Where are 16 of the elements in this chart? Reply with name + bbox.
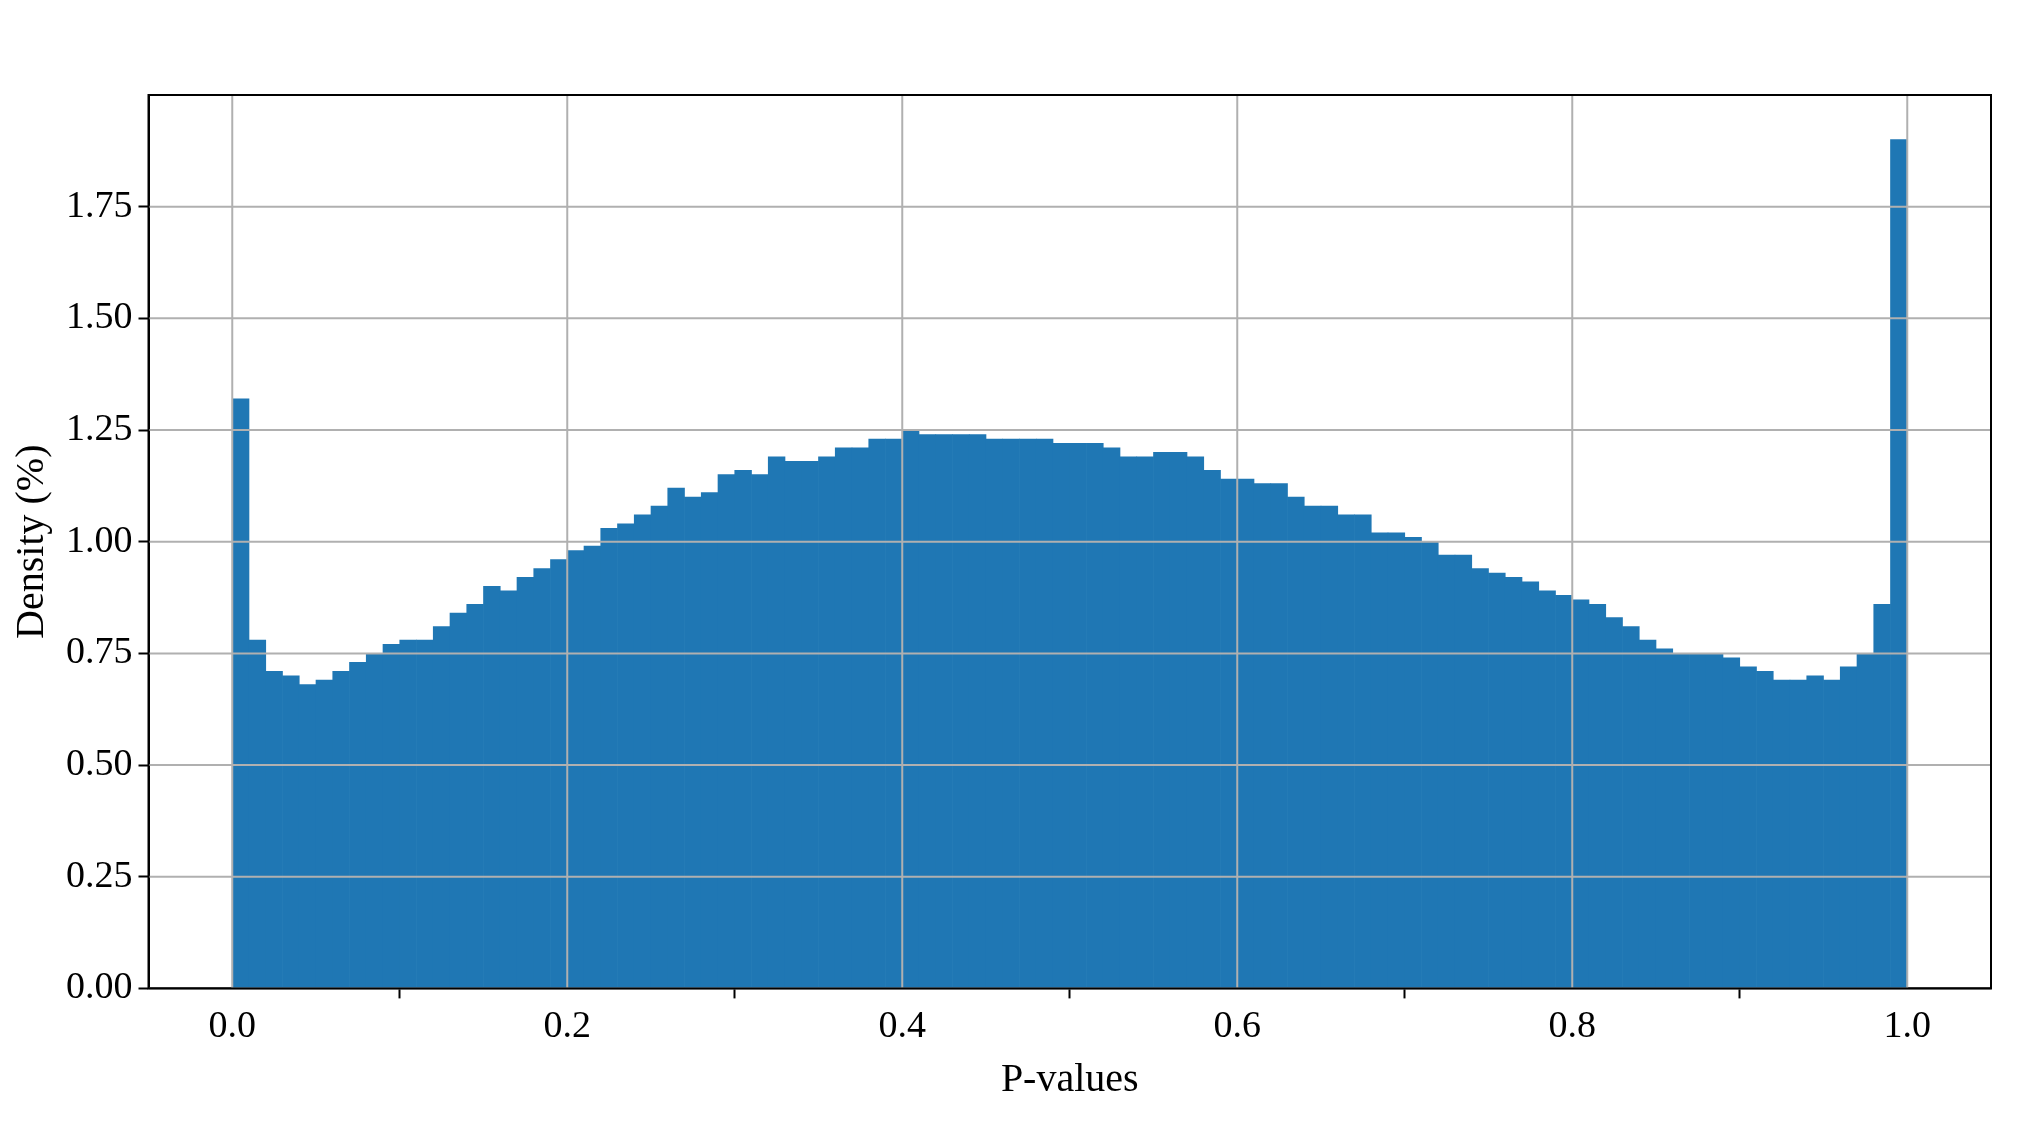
y-tick-label: 1.00 [66,517,133,560]
y-tick-label: 1.50 [66,294,133,337]
y-tick-label: 0.00 [66,964,133,1007]
y-tick-label: 1.25 [66,406,133,449]
x-tick-label: 0.8 [1548,1003,1596,1046]
y-tick-label: 0.75 [66,629,133,672]
x-tick-label: 0.0 [208,1003,256,1046]
y-axis-title: Density (%) [6,444,52,639]
x-axis-title: P-values [1000,1054,1139,1100]
y-tick-label: 1.75 [66,182,133,225]
y-tick-label: 0.50 [66,741,133,784]
x-tick-label: 0.4 [878,1003,926,1046]
x-tick-label: 0.6 [1213,1003,1261,1046]
y-tick-label: 0.25 [66,852,133,895]
x-tick-label: 0.2 [543,1003,591,1046]
x-tick-label: 1.0 [1883,1003,1931,1046]
